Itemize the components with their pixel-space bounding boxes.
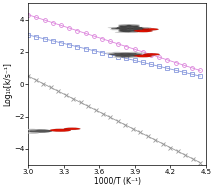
- Circle shape: [115, 32, 124, 33]
- X-axis label: 1000/T (K⁻¹): 1000/T (K⁻¹): [94, 177, 141, 186]
- Circle shape: [50, 129, 71, 132]
- Circle shape: [130, 24, 140, 26]
- Circle shape: [129, 32, 138, 33]
- Circle shape: [129, 52, 138, 53]
- Circle shape: [26, 129, 38, 130]
- Circle shape: [118, 29, 140, 32]
- Circle shape: [105, 52, 115, 54]
- Circle shape: [118, 25, 140, 28]
- Circle shape: [115, 54, 136, 57]
- Circle shape: [111, 27, 133, 30]
- Circle shape: [109, 53, 130, 56]
- Circle shape: [112, 57, 122, 58]
- Circle shape: [128, 27, 149, 30]
- Circle shape: [27, 132, 39, 134]
- Circle shape: [28, 129, 52, 133]
- Circle shape: [112, 52, 122, 53]
- Circle shape: [108, 27, 117, 28]
- Y-axis label: Log₁₀[k/s⁻¹]: Log₁₀[k/s⁻¹]: [3, 62, 12, 106]
- Circle shape: [142, 28, 159, 30]
- Circle shape: [118, 24, 128, 26]
- Circle shape: [129, 57, 138, 58]
- Circle shape: [134, 55, 153, 57]
- Circle shape: [134, 30, 153, 32]
- Circle shape: [64, 128, 80, 130]
- Circle shape: [110, 29, 120, 30]
- Circle shape: [143, 53, 160, 56]
- Circle shape: [142, 27, 152, 28]
- Circle shape: [136, 52, 146, 54]
- Circle shape: [121, 53, 142, 56]
